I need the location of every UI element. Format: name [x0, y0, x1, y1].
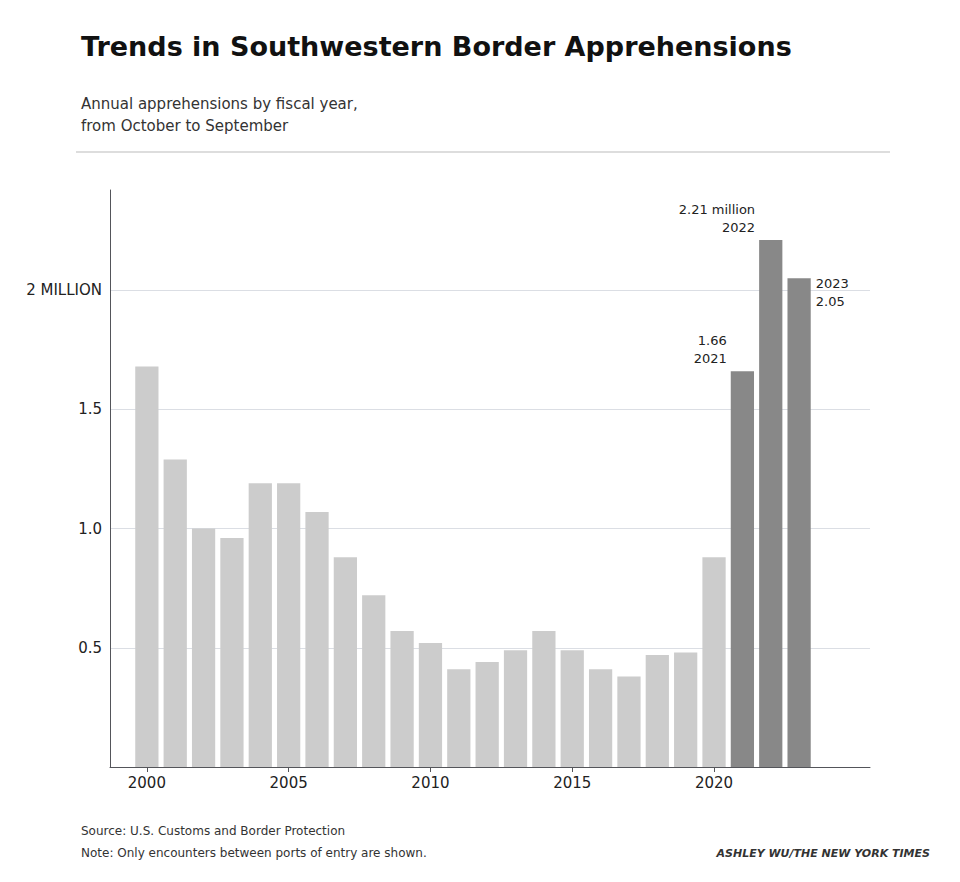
svg-text:0.5: 0.5 — [78, 639, 102, 657]
svg-text:1.66: 1.66 — [698, 333, 727, 348]
svg-text:2.21 million: 2.21 million — [679, 202, 755, 217]
svg-text:Note: Only encounters between: Note: Only encounters between ports of e… — [81, 846, 427, 860]
svg-text:Annual apprehensions by fiscal: Annual apprehensions by fiscal year, — [81, 95, 358, 113]
svg-text:2015: 2015 — [553, 774, 591, 792]
svg-text:2 MILLION: 2 MILLION — [26, 281, 102, 299]
svg-text:2020: 2020 — [695, 774, 733, 792]
svg-text:2021: 2021 — [694, 351, 727, 366]
svg-text:1.0: 1.0 — [78, 520, 102, 538]
svg-text:1.5: 1.5 — [78, 400, 102, 418]
svg-text:from October to September: from October to September — [81, 117, 289, 135]
svg-text:Trends in Southwestern Border: Trends in Southwestern Border Apprehensi… — [81, 31, 792, 62]
svg-text:2.05: 2.05 — [816, 294, 845, 309]
svg-text:ASHLEY WU/THE NEW YORK TIMES: ASHLEY WU/THE NEW YORK TIMES — [715, 847, 930, 860]
svg-text:2023: 2023 — [816, 276, 849, 291]
svg-text:2010: 2010 — [411, 774, 449, 792]
svg-text:2000: 2000 — [128, 774, 166, 792]
svg-text:Source: U.S. Customs and Borde: Source: U.S. Customs and Border Protecti… — [81, 824, 345, 838]
svg-text:2005: 2005 — [270, 774, 308, 792]
svg-text:2022: 2022 — [722, 220, 755, 235]
